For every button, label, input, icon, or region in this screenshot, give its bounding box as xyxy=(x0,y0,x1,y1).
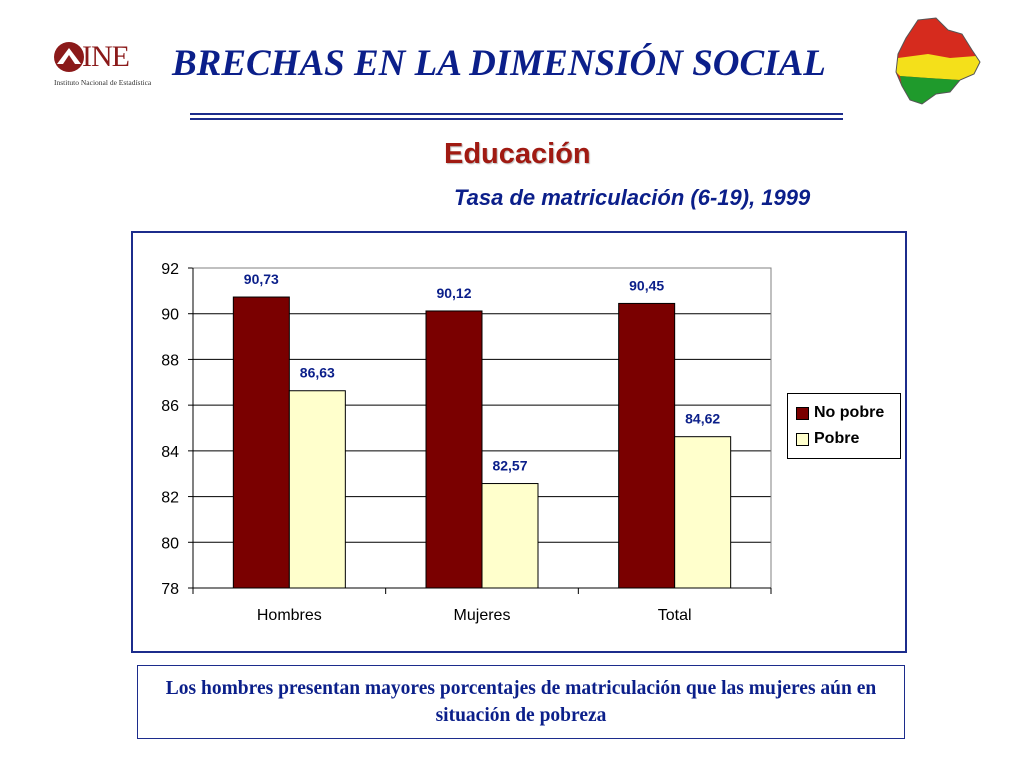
bar-no-pobre-hombres xyxy=(232,296,290,589)
y-tick-label: 78 xyxy=(161,581,179,598)
chart-legend: No pobre Pobre xyxy=(787,393,901,459)
chart-frame: 78 80 82 84 86 88 90 92 90,73 86,63 Hombres 90,12 82… xyxy=(131,231,907,653)
y-tick-label: 86 xyxy=(161,398,179,415)
bar-pobre-mujeres xyxy=(481,483,539,589)
legend-item-no-pobre: No pobre xyxy=(796,404,884,422)
y-tick-label: 90 xyxy=(161,307,179,324)
y-tick-label: 88 xyxy=(161,352,179,369)
data-label: 90,12 xyxy=(436,285,471,301)
legend-swatch-pobre xyxy=(796,432,809,446)
title-rule-top xyxy=(190,113,843,115)
logo-subtitle: Instituto Nacional de Estadística xyxy=(54,78,152,87)
data-label: 86,63 xyxy=(300,365,335,381)
legend-label-no-pobre: No pobre xyxy=(814,404,885,421)
bar-pobre-hombres xyxy=(288,390,346,589)
page-title: BRECHAS EN LA DIMENSIÓN SOCIAL xyxy=(172,43,826,84)
title-rule-bottom xyxy=(190,118,843,120)
data-label: 90,73 xyxy=(244,271,279,287)
bolivia-map-icon xyxy=(895,17,981,105)
bar-no-pobre-mujeres xyxy=(425,310,483,589)
legend-swatch-no-pobre xyxy=(796,406,809,420)
bar-chart: 78 80 82 84 86 88 90 92 90,73 86,63 Hombres 90,12 82… xyxy=(161,261,772,624)
data-label: 84,62 xyxy=(685,411,720,427)
conclusion-text: Los hombres presentan mayores porcentaje… xyxy=(165,678,877,726)
legend-label-pobre: Pobre xyxy=(814,430,860,447)
bar-pobre-total xyxy=(674,436,732,589)
x-tick-label: Mujeres xyxy=(454,607,511,624)
x-tick-label: Hombres xyxy=(257,607,322,624)
logo-name: INE xyxy=(82,40,130,73)
chart-subtitle: Tasa de matriculación (6-19), 1999 xyxy=(454,185,811,210)
ine-logo: INE Instituto Nacional de Estadística xyxy=(52,40,162,90)
y-tick-label: 80 xyxy=(161,535,179,552)
ine-emblem-icon xyxy=(54,42,84,72)
y-tick-label: 84 xyxy=(161,444,179,461)
data-label: 90,45 xyxy=(629,277,664,293)
legend-item-pobre: Pobre xyxy=(796,430,859,448)
bar-no-pobre-total xyxy=(618,302,676,589)
section-title: Educación xyxy=(444,138,591,170)
data-label: 82,57 xyxy=(492,458,527,474)
x-tick-label: Total xyxy=(658,607,692,624)
y-tick-label: 82 xyxy=(161,490,179,507)
conclusion-note: Los hombres presentan mayores porcentaje… xyxy=(137,665,905,739)
y-tick-label: 92 xyxy=(161,261,179,278)
